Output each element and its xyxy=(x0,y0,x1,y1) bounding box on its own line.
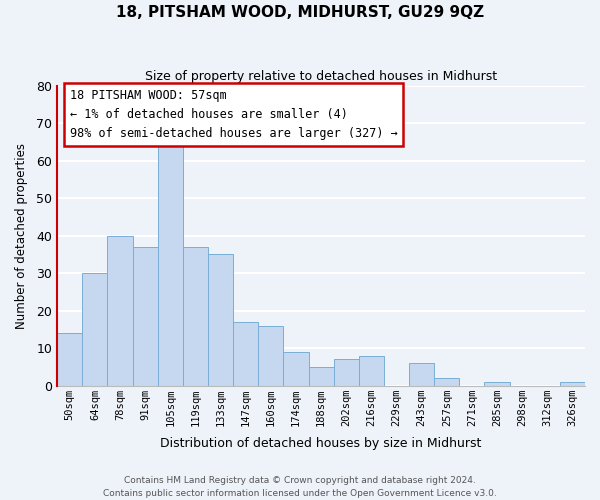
Bar xyxy=(82,273,107,386)
Bar xyxy=(308,367,334,386)
Bar xyxy=(334,360,359,386)
Y-axis label: Number of detached properties: Number of detached properties xyxy=(15,142,28,328)
Text: Contains HM Land Registry data © Crown copyright and database right 2024.
Contai: Contains HM Land Registry data © Crown c… xyxy=(103,476,497,498)
Bar xyxy=(359,356,384,386)
X-axis label: Distribution of detached houses by size in Midhurst: Distribution of detached houses by size … xyxy=(160,437,482,450)
Bar xyxy=(107,236,133,386)
Text: 18 PITSHAM WOOD: 57sqm
← 1% of detached houses are smaller (4)
98% of semi-detac: 18 PITSHAM WOOD: 57sqm ← 1% of detached … xyxy=(70,90,398,140)
Bar xyxy=(158,146,183,386)
Bar xyxy=(57,333,82,386)
Bar xyxy=(233,322,258,386)
Bar xyxy=(208,254,233,386)
Bar xyxy=(133,247,158,386)
Bar xyxy=(560,382,585,386)
Bar xyxy=(434,378,460,386)
Bar xyxy=(258,326,283,386)
Text: 18, PITSHAM WOOD, MIDHURST, GU29 9QZ: 18, PITSHAM WOOD, MIDHURST, GU29 9QZ xyxy=(116,5,484,20)
Bar xyxy=(484,382,509,386)
Bar xyxy=(283,352,308,386)
Bar xyxy=(183,247,208,386)
Title: Size of property relative to detached houses in Midhurst: Size of property relative to detached ho… xyxy=(145,70,497,83)
Bar xyxy=(409,363,434,386)
